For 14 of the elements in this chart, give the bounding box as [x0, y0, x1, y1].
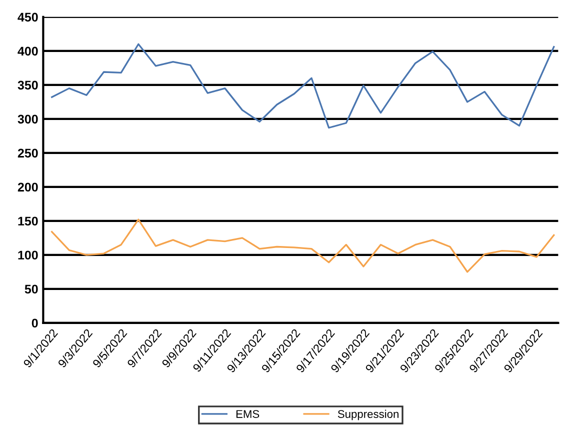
y-tick-label: 100	[18, 250, 38, 260]
y-tick-label: 450	[18, 12, 38, 22]
line-series	[51, 218, 555, 273]
y-tick-label: 200	[18, 182, 38, 192]
line-series	[51, 43, 555, 129]
legend-label: Suppression	[338, 410, 398, 420]
y-tick-label: 300	[18, 114, 38, 124]
legend-label: EMS	[236, 410, 260, 418]
y-tick-label: 150	[18, 216, 38, 226]
y-tick-label: 0	[32, 318, 38, 328]
y-tick-label: 350	[18, 80, 38, 90]
y-tick-label: 400	[18, 46, 38, 56]
y-tick-label: 250	[18, 148, 38, 158]
y-tick-label: 50	[24, 284, 38, 294]
